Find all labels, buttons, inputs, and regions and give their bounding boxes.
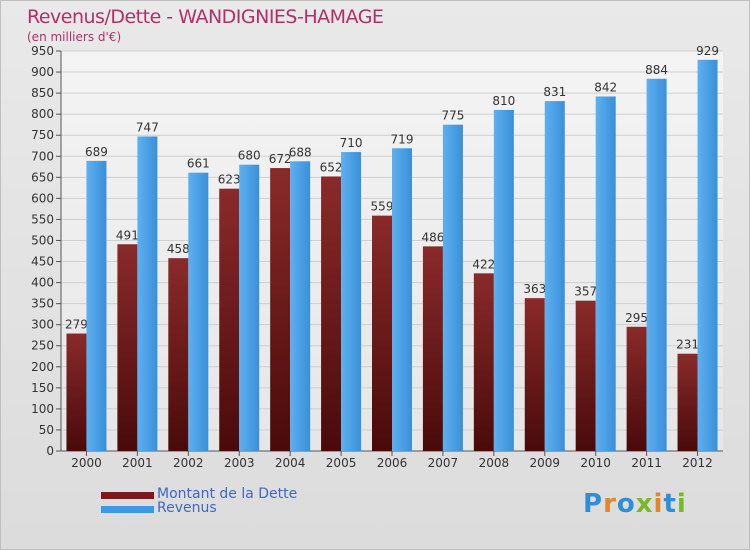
bar-revenus <box>341 152 362 452</box>
data-label-revenus: 929 <box>696 44 719 58</box>
y-tick-label: 150 <box>31 381 54 395</box>
data-label-revenus: 747 <box>136 120 159 134</box>
y-tick-label: 700 <box>31 149 54 163</box>
bar-dette <box>677 353 698 451</box>
x-tick-label: 2004 <box>275 456 306 470</box>
x-tick-label: 2011 <box>631 456 662 470</box>
bar-revenus <box>442 124 463 452</box>
x-tick-label: 2003 <box>224 456 255 470</box>
data-label-dette: 652 <box>320 160 343 174</box>
bar-revenus <box>188 172 209 451</box>
data-label-dette: 672 <box>269 152 292 166</box>
y-tick-label: 650 <box>31 170 54 184</box>
legend-label-revenus: Revenus <box>157 500 217 516</box>
data-label-revenus: 775 <box>441 109 464 123</box>
y-tick-label: 450 <box>31 255 54 269</box>
chart-subtitle: (en milliers d'€) <box>27 30 122 44</box>
bar-revenus <box>86 160 107 452</box>
bar-revenus <box>239 164 260 451</box>
bar-dette <box>117 244 138 451</box>
bar-dette <box>321 176 342 451</box>
x-tick-label: 2005 <box>326 456 357 470</box>
x-tick-label: 2001 <box>122 456 153 470</box>
y-tick-label: 350 <box>31 297 54 311</box>
x-tick-label: 2008 <box>479 456 510 470</box>
y-tick-label: 100 <box>31 402 54 416</box>
bar-revenus <box>493 109 514 452</box>
y-tick-label: 0 <box>46 444 54 458</box>
y-tick-label: 850 <box>31 86 54 100</box>
bar-dette <box>270 168 291 452</box>
bar-revenus <box>646 78 667 451</box>
data-label-dette: 623 <box>218 173 241 187</box>
y-tick-label: 900 <box>31 65 54 79</box>
bar-dette <box>66 333 87 451</box>
y-tick-label: 400 <box>31 276 54 290</box>
bar-revenus <box>595 96 616 451</box>
data-label-dette: 231 <box>676 338 699 352</box>
legend-label-dette: Montant de la Dette <box>157 486 298 502</box>
bar-dette <box>219 188 240 451</box>
x-tick-label: 2010 <box>580 456 611 470</box>
data-label-dette: 357 <box>574 285 597 299</box>
bar-dette <box>626 326 647 451</box>
data-label-revenus: 719 <box>391 132 414 146</box>
data-label-dette: 491 <box>116 228 139 242</box>
data-label-revenus: 688 <box>289 145 312 159</box>
data-label-dette: 363 <box>523 282 546 296</box>
bar-revenus <box>697 59 718 452</box>
data-label-revenus: 661 <box>187 157 210 171</box>
y-tick-label: 950 <box>31 44 54 58</box>
bar-revenus <box>137 136 158 451</box>
data-label-revenus: 831 <box>543 85 566 99</box>
bar-dette <box>575 300 596 451</box>
y-tick-label: 550 <box>31 212 54 226</box>
x-tick-label: 2002 <box>173 456 204 470</box>
chart-title: Revenus/Dette - WANDIGNIES-HAMAGE <box>27 6 384 28</box>
data-label-revenus: 884 <box>645 63 668 77</box>
data-label-revenus: 710 <box>340 136 363 150</box>
data-label-dette: 295 <box>625 311 648 325</box>
x-tick-label: 2007 <box>428 456 459 470</box>
y-tick-label: 500 <box>31 233 54 247</box>
data-label-revenus: 810 <box>492 94 515 108</box>
x-tick-label: 2000 <box>71 456 102 470</box>
bar-dette <box>422 246 443 451</box>
y-tick-label: 200 <box>31 360 54 374</box>
bar-dette <box>168 258 189 451</box>
data-label-dette: 458 <box>167 242 190 256</box>
y-tick-label: 800 <box>31 107 54 121</box>
data-label-dette: 422 <box>472 257 495 271</box>
x-tick-label: 2009 <box>529 456 560 470</box>
legend-swatch-revenus <box>101 506 154 513</box>
data-label-dette: 279 <box>65 318 88 332</box>
data-label-dette: 486 <box>421 230 444 244</box>
bar-dette <box>372 215 392 451</box>
data-label-revenus: 689 <box>85 145 108 159</box>
y-tick-label: 50 <box>39 423 54 437</box>
data-label-revenus: 680 <box>238 149 261 163</box>
x-tick-label: 2006 <box>377 456 408 470</box>
data-label-revenus: 842 <box>594 80 617 94</box>
y-tick-label: 750 <box>31 128 54 142</box>
bar-revenus <box>544 101 565 452</box>
bar-dette <box>473 273 494 451</box>
y-tick-label: 250 <box>31 339 54 353</box>
legend-swatch-dette <box>101 492 154 499</box>
proxiti-logo: Proxiti <box>583 489 687 519</box>
bar-dette <box>524 298 545 451</box>
data-label-dette: 559 <box>371 200 394 214</box>
x-tick-label: 2012 <box>682 456 713 470</box>
y-tick-label: 300 <box>31 318 54 332</box>
y-tick-label: 600 <box>31 191 54 205</box>
bar-revenus <box>392 148 412 451</box>
bar-revenus <box>290 161 311 451</box>
